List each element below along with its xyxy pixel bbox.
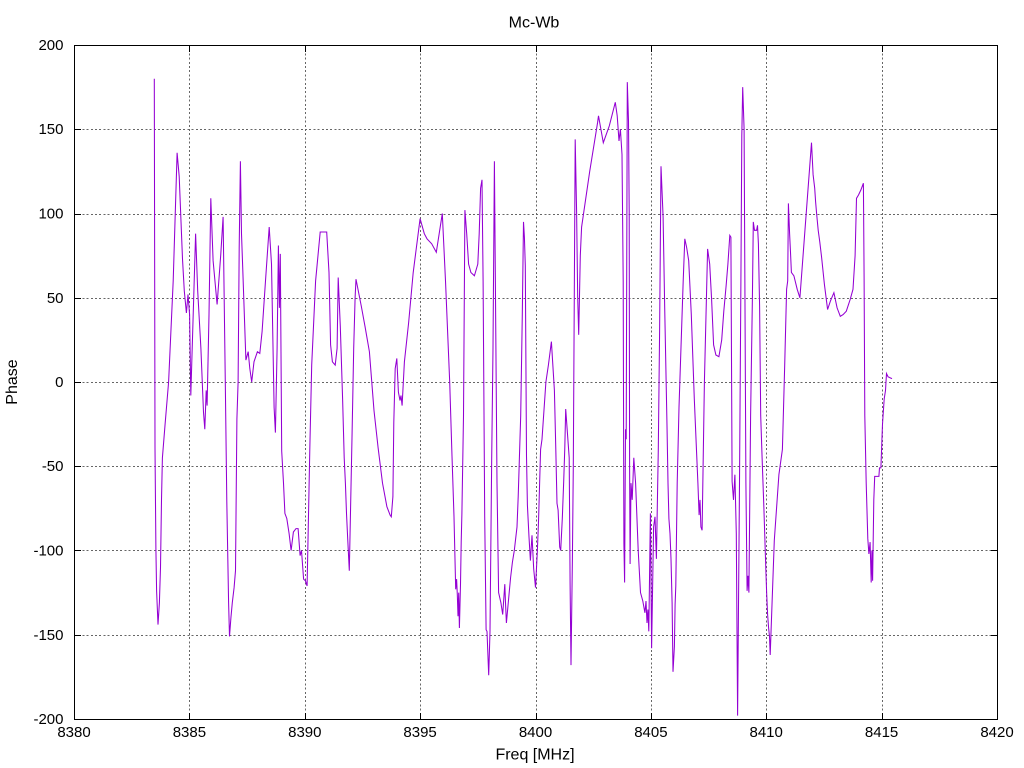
- svg-text:8405: 8405: [634, 724, 667, 741]
- svg-text:Phase: Phase: [4, 359, 21, 404]
- svg-text:8400: 8400: [519, 724, 552, 741]
- svg-text:Freq [MHz]: Freq [MHz]: [495, 747, 574, 764]
- svg-text:0: 0: [55, 374, 63, 391]
- svg-text:150: 150: [38, 121, 63, 138]
- svg-text:Mc-Wb: Mc-Wb: [509, 15, 560, 32]
- svg-text:-200: -200: [33, 711, 63, 728]
- svg-text:8410: 8410: [750, 724, 783, 741]
- svg-text:8395: 8395: [403, 724, 436, 741]
- svg-text:8385: 8385: [173, 724, 206, 741]
- svg-text:-100: -100: [33, 543, 63, 560]
- svg-text:-50: -50: [42, 458, 64, 475]
- svg-text:-150: -150: [33, 627, 63, 644]
- svg-text:8380: 8380: [57, 724, 90, 741]
- svg-text:8420: 8420: [980, 724, 1013, 741]
- svg-text:8390: 8390: [288, 724, 321, 741]
- svg-text:100: 100: [38, 206, 63, 223]
- svg-text:8415: 8415: [865, 724, 898, 741]
- svg-text:200: 200: [38, 37, 63, 54]
- svg-text:50: 50: [47, 290, 64, 307]
